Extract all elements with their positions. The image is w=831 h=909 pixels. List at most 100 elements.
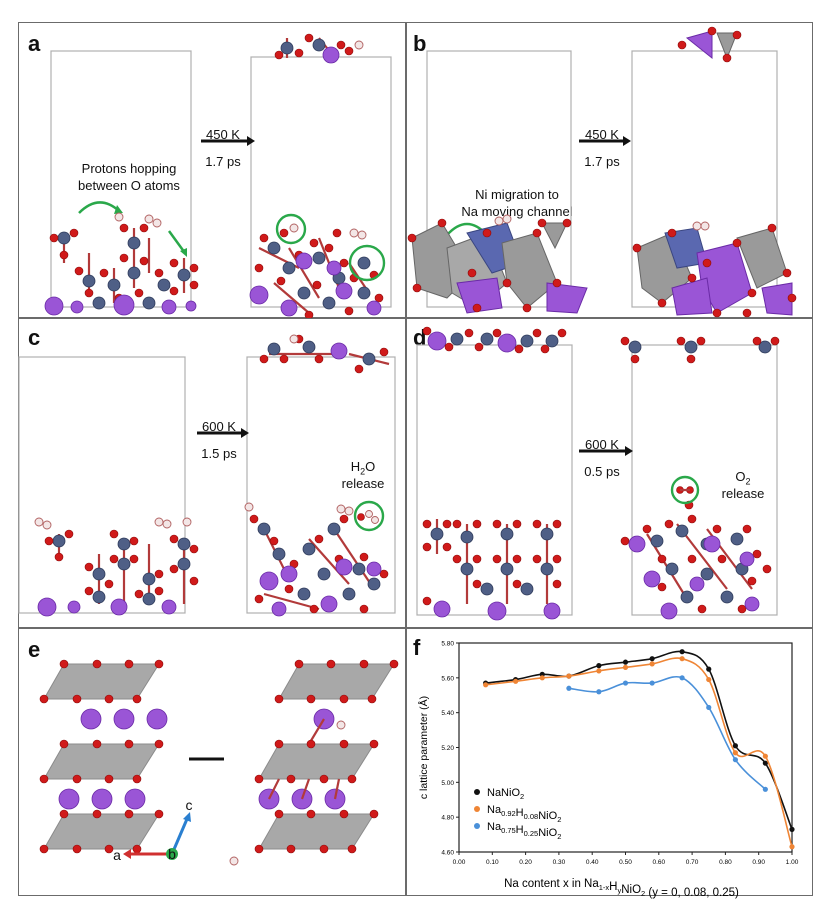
data-point [706,676,712,683]
highlight-circle [670,475,700,505]
series-line-0 [485,650,793,830]
panel-label-f: f [413,635,421,660]
condition-temperature-a: 450 K [206,127,240,142]
annotation-o2-release-species: O2 [735,469,751,487]
highlight-circle [275,213,307,245]
y-tick-label: 4.60 [441,850,454,857]
data-point [622,659,629,665]
data-point [483,682,489,688]
data-point [596,668,602,674]
axis-label-a: a [113,847,121,863]
atoms-initial-a [44,212,199,316]
condition-temperature-d: 600 K [585,437,619,452]
data-point [513,678,519,684]
panel-label-c: c [28,325,41,350]
data-point [762,760,768,766]
layered-structure-e [39,659,399,866]
condition-time-b: 1.7 ps [584,154,620,169]
data-point [706,666,712,672]
axis-triad [123,812,191,860]
panel-e: e [18,628,406,896]
y-axis-label: c lattice parameter (Å) [417,696,430,799]
x-tick-label: 0.00 [453,859,466,866]
data-point [596,689,602,695]
structure-snapshot-b [407,26,797,318]
structure-snapshot-c [18,334,396,617]
structure-before [39,659,168,854]
data-point [762,786,768,792]
data-point [706,704,712,711]
legend-marker [474,789,480,795]
y-tick-label: 4.80 [441,815,454,822]
x-tick-label: 0.20 [519,859,532,866]
data-point [762,753,768,759]
data-point [732,743,738,749]
annotation-protons-line1: Protons hopping [81,161,177,176]
data-point [566,685,572,691]
data-point [679,675,685,681]
axis-label-c: c [185,797,193,813]
panel-a: a 450 K 1.7 ps Protons hopping between O… [18,22,406,320]
data-point [679,656,685,662]
condition-time-a: 1.7 ps [205,154,241,169]
data-point [649,656,655,662]
x-tick-label: 0.80 [719,859,732,866]
highlight-circle [353,500,385,532]
y-tick-label: 5.20 [441,745,454,752]
axis-label-b: b [168,846,176,862]
panel-d: d 600 K 0.5 ps O2 release [406,318,813,628]
x-tick-label: 0.60 [652,859,665,866]
x-tick-label: 0.70 [686,859,699,866]
x-tick-label: 1.00 [786,859,799,866]
data-point [539,675,545,681]
octahedra-initial-b [407,214,588,314]
atoms-initial-c [34,517,199,617]
unit-cell-initial [50,50,192,308]
highlight-circle [348,244,386,282]
panel-f: f 0.00 0.10 0.20 0.30 0.40 0.50 0.60 0.70 0.80 0.… [406,628,813,899]
panel-b: b 450 K 1.7 ps Ni migration to Na moving… [406,22,813,318]
structure-snapshot-a [44,33,392,320]
unit-cell-final [631,344,778,616]
x-tick-label: 0.40 [586,859,599,866]
atoms-final-a [249,33,386,320]
legend-label: Na0.92H0.08NiO2 [487,804,561,824]
annotation-h2o-release-word: release [341,476,385,491]
data-point [789,826,795,832]
atoms-final-b [632,26,797,318]
unit-cell-initial [18,356,186,614]
legend-label: Na0.75H0.25NiO2 [487,821,561,841]
data-point [622,664,629,670]
condition-temperature-c: 600 K [202,419,236,434]
data-point [732,757,738,763]
atoms-final-d [620,336,780,620]
data-point [596,663,602,669]
condition-time-d: 0.5 ps [584,464,620,479]
condition-time-c: 1.5 ps [201,446,237,461]
annotation-protons-line2: between O atoms [78,178,180,193]
annotation-ni-migration-line2: Na moving channel [461,204,573,219]
structure-snapshot-d [416,326,780,621]
x-tick-label: 0.30 [553,859,566,866]
panel-label-e: e [28,637,41,662]
x-axis-label: Na content x in Na1-xHyNiO2 (y = 0, 0.08… [504,878,739,899]
y-tick-label: 5.00 [441,780,454,787]
structure-after [229,659,399,866]
condition-temperature-b: 450 K [585,127,619,142]
y-tick-label: 5.60 [441,675,454,682]
y-tick-label: 5.40 [441,710,454,717]
annotation-o2-release-word: release [721,486,765,501]
data-point [732,750,738,756]
atoms-initial-d [422,326,567,621]
data-point [679,649,685,655]
legend-marker [474,823,480,829]
legend-marker [474,806,480,812]
annotation-ni-migration-line1: Ni migration to [475,187,559,202]
atoms-final-c [244,334,390,617]
panel-label-a: a [28,31,41,56]
panel-label-b: b [413,31,427,56]
annotation-h2o-release-species: H2O [350,459,376,477]
data-point [566,673,572,679]
plot-frame [458,642,793,853]
y-tick-label: 5.80 [441,641,454,648]
